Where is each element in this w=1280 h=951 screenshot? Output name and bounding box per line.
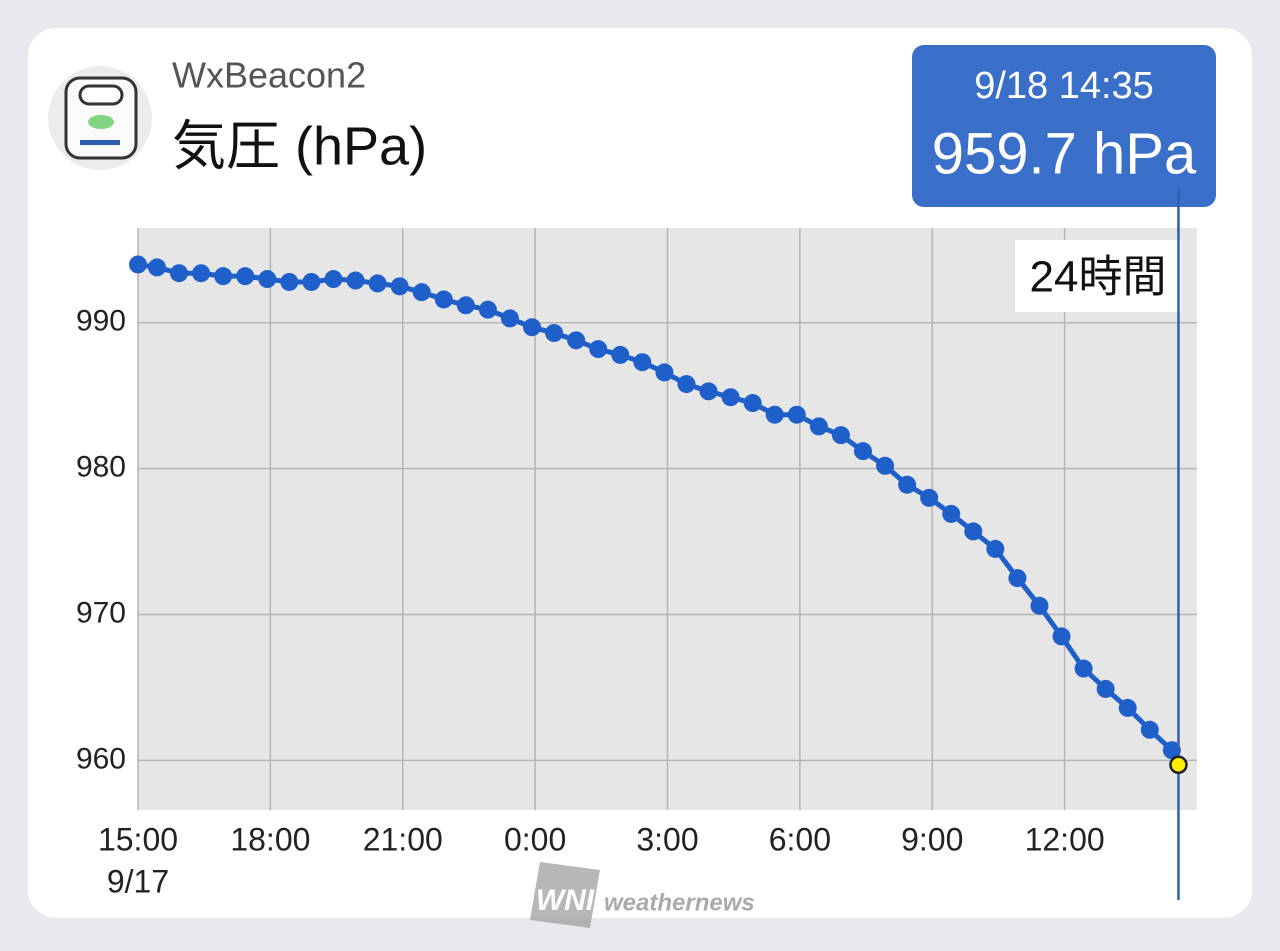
point (170, 264, 189, 283)
point (390, 277, 409, 296)
point (567, 331, 586, 350)
x-tick-label: 9:00 (901, 821, 963, 857)
point (214, 267, 233, 286)
point (677, 375, 696, 394)
point (500, 309, 519, 328)
range-button-bg[interactable] (1015, 240, 1181, 312)
point (655, 363, 674, 382)
y-tick-label: 960 (76, 742, 126, 775)
point (699, 382, 718, 401)
point (129, 255, 147, 274)
point (258, 270, 277, 289)
point (1162, 741, 1181, 760)
x-tick-label: 0:00 (504, 821, 566, 857)
point (809, 417, 828, 436)
point (147, 258, 166, 277)
logo: WNI (536, 884, 595, 917)
point (1052, 627, 1071, 646)
point (478, 300, 497, 319)
y-tick-label: 990 (76, 305, 126, 338)
x-tick-label: 15:00 (98, 821, 178, 857)
point (1008, 569, 1027, 588)
point (964, 522, 983, 541)
range-button[interactable]: 24時間 (1030, 253, 1167, 302)
x-date-label: 9/17 (107, 863, 169, 899)
point (633, 353, 652, 372)
point (302, 272, 321, 291)
x-tick-label: 18:00 (230, 821, 310, 857)
y-tick-label: 970 (76, 596, 126, 629)
x-tick-label: 21:00 (363, 821, 443, 857)
point (721, 388, 740, 407)
point (765, 405, 784, 424)
x-tick-label: 12:00 (1025, 821, 1105, 857)
point (942, 504, 961, 523)
point (1118, 698, 1137, 717)
watermark-logo: WNI (530, 862, 600, 928)
point (743, 394, 762, 413)
point (412, 283, 431, 302)
point (368, 274, 387, 293)
point (1096, 679, 1115, 698)
point (920, 488, 939, 507)
point (611, 345, 630, 364)
point (456, 296, 475, 315)
point (876, 456, 895, 475)
point (523, 318, 542, 337)
watermark: weathernews (604, 889, 755, 916)
point (434, 290, 453, 309)
x-tick-label: 3:00 (636, 821, 698, 857)
point (545, 324, 564, 343)
point (236, 267, 255, 286)
tooltip-time: 9/18 14:35 (974, 65, 1154, 107)
tooltip-box (912, 45, 1216, 207)
point (831, 426, 850, 445)
subtitle: WxBeacon2 (172, 55, 366, 96)
point (346, 271, 365, 290)
point (192, 264, 211, 283)
point (1030, 596, 1049, 615)
tooltip-value: 959.7 hPa (932, 121, 1197, 186)
point (986, 539, 1005, 558)
y-tick-label: 980 (76, 451, 126, 484)
point (1140, 720, 1159, 739)
point (898, 475, 917, 494)
x-tick-label: 6:00 (769, 821, 831, 857)
point (853, 442, 872, 461)
point (1074, 659, 1093, 678)
highlight-point (1169, 755, 1188, 775)
point (787, 405, 806, 424)
device-icon (48, 66, 152, 170)
point (280, 272, 299, 291)
point (324, 270, 343, 289)
chart-title: 気圧 (hPa) (172, 116, 427, 176)
point (589, 340, 608, 359)
